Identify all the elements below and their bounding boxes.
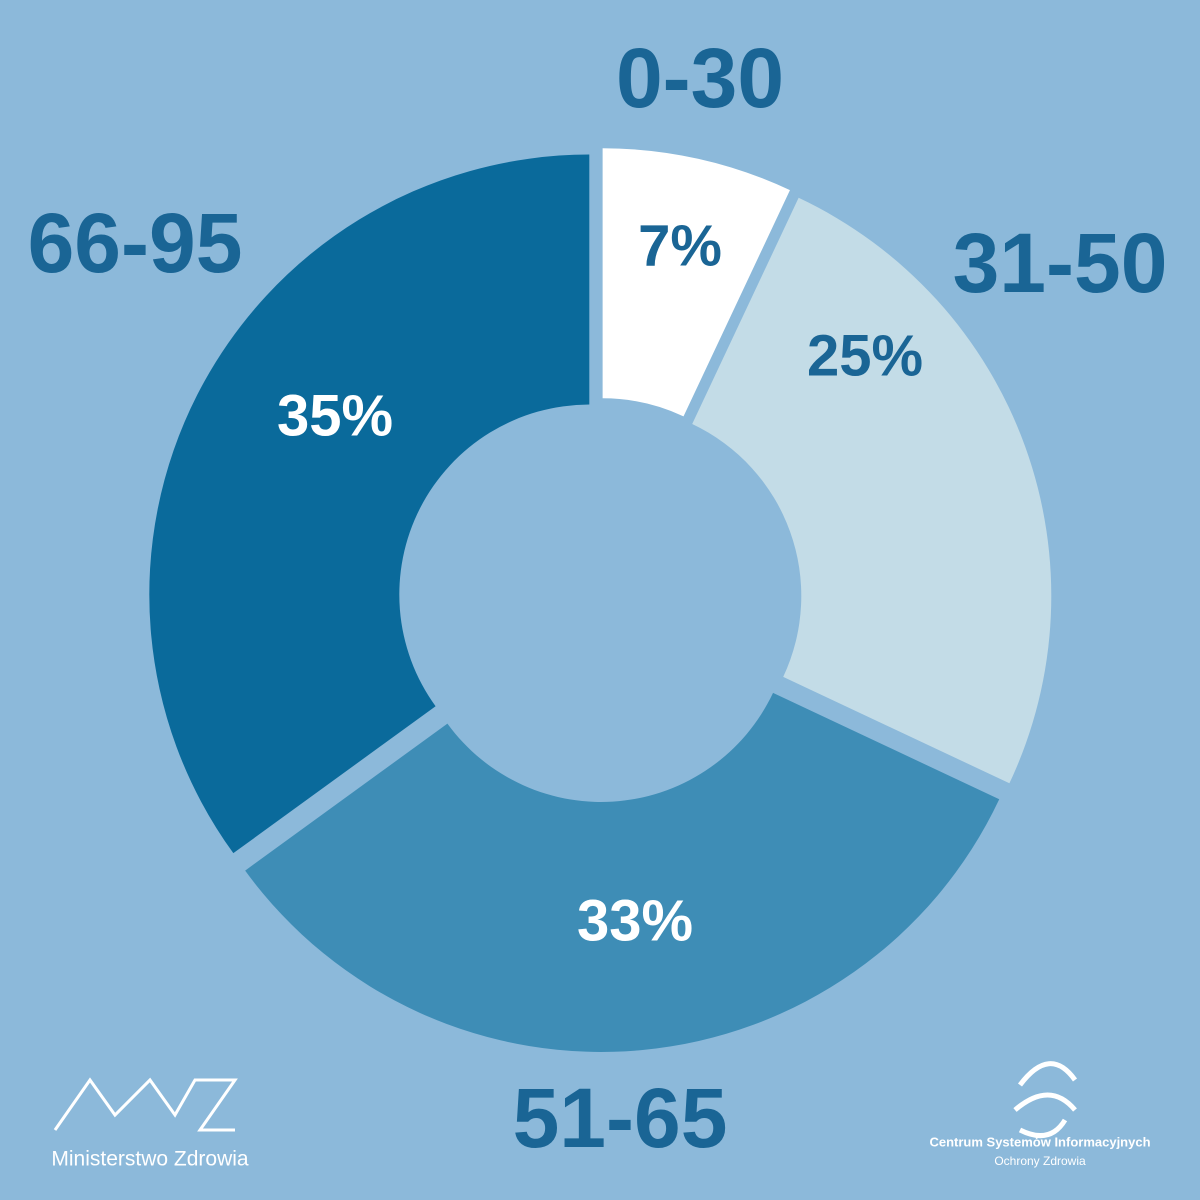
value-label: 35% xyxy=(277,383,393,448)
logo-mark xyxy=(53,1077,238,1132)
category-label: 0-30 xyxy=(616,31,784,125)
category-label: 51-65 xyxy=(513,1071,728,1165)
donut-segment xyxy=(602,148,790,417)
donut-segment xyxy=(692,197,1052,784)
logo-text: Centrum Systemów Informacyjnych xyxy=(929,1134,1150,1149)
logo-text: Ministerstwo Zdrowia xyxy=(51,1148,249,1171)
csioz-logo: Centrum Systemów Informacyjnych Ochrony … xyxy=(929,1061,1151,1168)
mz-logo: Ministerstwo Zdrowia xyxy=(51,1077,249,1171)
value-label: 33% xyxy=(577,888,693,953)
donut-segment xyxy=(245,692,1000,1052)
logo-mark xyxy=(1013,1061,1078,1139)
value-label: 7% xyxy=(638,213,722,278)
donut-segment xyxy=(149,154,590,854)
logo-text: Ochrony Zdrowia xyxy=(994,1154,1086,1168)
category-label: 66-95 xyxy=(28,196,243,290)
category-label: 31-50 xyxy=(953,216,1168,310)
value-label: 25% xyxy=(807,323,923,388)
